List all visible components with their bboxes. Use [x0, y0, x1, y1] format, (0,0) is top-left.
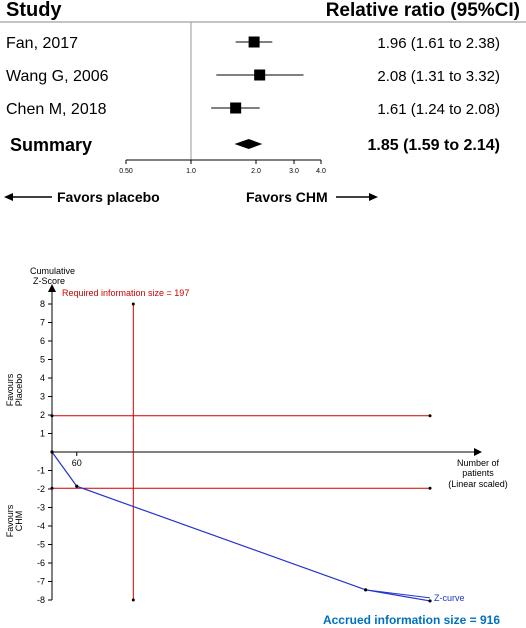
favours-placebo-line2: Placebo: [14, 374, 24, 407]
forest-plot: Study Relative ratio (95%CI) Fan, 2017 1.…: [0, 0, 526, 205]
boundary-start-dot: [50, 414, 54, 418]
summary-label: Summary: [10, 135, 92, 155]
study-label: Wang G, 2006: [6, 68, 109, 85]
z-curve-point: [428, 599, 432, 603]
favors-left-arrowhead: [4, 193, 13, 201]
x-tick-label: 60: [72, 458, 82, 468]
x-tick-label: 0.50: [119, 168, 133, 175]
summary-ci-value: 1.85 (1.59 to 2.14): [367, 137, 500, 154]
favours-chm-line1: Favours: [5, 504, 15, 537]
boundary-start-dot: [50, 486, 54, 490]
y-tick-label: -8: [37, 595, 45, 605]
y-axis-arrowhead: [48, 284, 56, 292]
z-curve-point: [50, 450, 54, 454]
y-axis-title-line1: Cumulative: [30, 266, 75, 276]
z-curve-label: Z-curve: [434, 593, 465, 603]
y-tick-label: 6: [40, 336, 45, 346]
x-tick-label: 4.0: [316, 168, 326, 175]
point-estimate: [254, 69, 266, 81]
study-header: Study: [6, 0, 62, 21]
favors-right-arrowhead: [369, 193, 378, 201]
accrued-is-label: Accrued information size = 916: [323, 613, 500, 627]
required-is-top-dot: [131, 302, 135, 306]
y-tick-label: 8: [40, 299, 45, 309]
boundary-end-dot: [428, 414, 432, 418]
x-axis-title-line2: patients: [462, 468, 494, 478]
y-tick-label: 3: [40, 392, 45, 402]
z-curve-point: [364, 588, 368, 592]
ci-value: 1.61 (1.24 to 2.08): [377, 101, 500, 118]
ci-value: 1.96 (1.61 to 2.38): [377, 35, 500, 52]
x-tick-label: 2.0: [251, 168, 261, 175]
z-curve-point: [75, 484, 79, 488]
y-tick-label: 7: [40, 318, 45, 328]
boundary-end-dot: [428, 486, 432, 490]
study-label: Chen M, 2018: [6, 101, 107, 118]
effect-header: Relative ratio (95%CI): [326, 0, 520, 21]
y-tick-label: -2: [37, 484, 45, 494]
favours-chm-line2: CHM: [14, 511, 24, 532]
y-axis-title-line2: Z-Score: [33, 276, 65, 286]
x-tick-label: 1.0: [186, 168, 196, 175]
y-tick-label: -5: [37, 540, 45, 550]
y-tick-label: 4: [40, 373, 45, 383]
summary-diamond: [234, 139, 263, 149]
x-axis-title-line1: Number of: [457, 458, 500, 468]
y-tick-label: 2: [40, 410, 45, 420]
y-tick-label: -1: [37, 466, 45, 476]
favors-placebo-label: Favors placebo: [57, 189, 160, 205]
trial-sequential-analysis-chart: Cumulative Z-Score Required information …: [5, 266, 508, 627]
favors-chm-label: Favors CHM: [246, 189, 328, 205]
study-label: Fan, 2017: [6, 35, 78, 52]
point-estimate: [248, 36, 260, 48]
required-is-label: Required information size = 197: [62, 288, 189, 298]
x-tick-label: 3.0: [289, 168, 299, 175]
x-axis-arrowhead: [474, 448, 482, 456]
y-tick-label: -3: [37, 503, 45, 513]
y-tick-label: -4: [37, 521, 45, 531]
x-axis-title-line3: (Linear scaled): [448, 479, 508, 489]
y-tick-label: -7: [37, 577, 45, 587]
z-curve-line: [51, 451, 431, 602]
z-curve-tail: [365, 589, 431, 599]
y-tick-label: 1: [40, 429, 45, 439]
favours-placebo-line1: Favours: [5, 373, 15, 406]
y-tick-label: 5: [40, 355, 45, 365]
required-is-bottom-dot: [131, 598, 135, 602]
ci-value: 2.08 (1.31 to 3.32): [377, 68, 500, 85]
point-estimate: [230, 102, 242, 114]
y-tick-label: -6: [37, 558, 45, 568]
